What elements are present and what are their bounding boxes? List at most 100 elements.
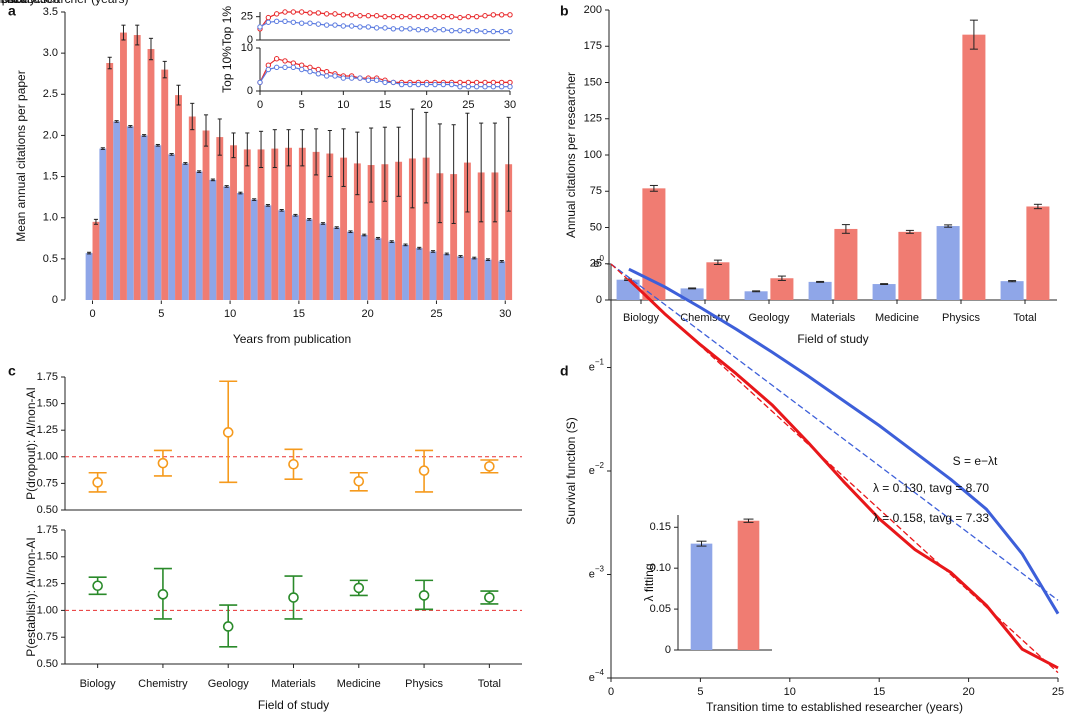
bar bbox=[250, 199, 258, 300]
error-bar bbox=[485, 258, 491, 262]
error-bar bbox=[252, 198, 257, 201]
x-axis-label: Transition time to established researche… bbox=[706, 700, 963, 714]
y-tick-label: 2.0 bbox=[43, 129, 58, 141]
error-bar bbox=[410, 108, 415, 209]
marker bbox=[382, 25, 388, 31]
error-bar bbox=[944, 224, 953, 228]
y-tick-label: 2.5 bbox=[43, 88, 58, 100]
bar bbox=[470, 258, 478, 300]
error-bar bbox=[752, 290, 761, 293]
bar bbox=[312, 151, 320, 300]
panel-label: c bbox=[8, 363, 16, 379]
marker bbox=[323, 11, 330, 17]
marker bbox=[273, 64, 280, 71]
bar bbox=[85, 253, 93, 300]
bar bbox=[415, 248, 423, 300]
bar bbox=[408, 158, 416, 300]
marker bbox=[298, 62, 305, 68]
tick-exponent: 0 bbox=[600, 254, 605, 263]
marker bbox=[490, 12, 497, 18]
marker bbox=[307, 10, 313, 16]
marker bbox=[407, 13, 413, 20]
annotation: λ = 0.130, tavg = 8.70 bbox=[873, 481, 989, 495]
y-axis-label: P(establish): AI/non-AI bbox=[24, 537, 38, 656]
y-tick-label: 0.05 bbox=[650, 603, 671, 615]
bar bbox=[271, 148, 279, 300]
tick-exponent: −4 bbox=[595, 668, 605, 677]
x-tick-label: 25 bbox=[1052, 686, 1064, 698]
bar bbox=[484, 259, 492, 300]
marker bbox=[290, 19, 297, 25]
x-tick-label: 10 bbox=[784, 686, 796, 698]
marker bbox=[265, 14, 272, 21]
x-axis-label: Years from publication bbox=[233, 332, 351, 346]
marker bbox=[407, 26, 413, 32]
y-tick-label: 1.50 bbox=[37, 398, 58, 410]
error-bar bbox=[87, 251, 92, 255]
marker bbox=[440, 81, 447, 88]
error-bar bbox=[293, 213, 298, 217]
bar bbox=[216, 137, 224, 300]
marker bbox=[498, 79, 505, 86]
bar bbox=[436, 173, 444, 300]
marker bbox=[315, 71, 322, 77]
marker bbox=[457, 84, 463, 90]
bar bbox=[236, 193, 244, 300]
point bbox=[353, 582, 365, 594]
x-tick-label: Total bbox=[478, 678, 501, 690]
y-tick-label: 25 bbox=[241, 11, 253, 23]
bar bbox=[360, 234, 368, 300]
marker bbox=[282, 18, 288, 25]
y-tick-label: 1.0 bbox=[43, 212, 58, 224]
error-bar bbox=[444, 252, 449, 256]
y-tick-label: 200 bbox=[584, 4, 602, 16]
bar bbox=[347, 231, 354, 300]
y-tick-label: 1.75 bbox=[37, 371, 58, 383]
bar bbox=[133, 35, 141, 300]
bar bbox=[319, 223, 327, 300]
y-axis-label: Top 10% bbox=[220, 46, 234, 93]
marker bbox=[315, 66, 322, 73]
bar bbox=[1026, 206, 1050, 300]
error-bar bbox=[382, 126, 387, 202]
error-bar bbox=[314, 128, 319, 176]
marker bbox=[465, 84, 472, 90]
marker bbox=[482, 13, 488, 19]
error-bar bbox=[396, 126, 401, 197]
y-tick-label: 0 bbox=[52, 294, 58, 306]
error-bar bbox=[479, 122, 484, 223]
marker bbox=[465, 13, 472, 20]
marker bbox=[440, 27, 447, 33]
bar bbox=[737, 520, 760, 650]
y-tick-label: 1.50 bbox=[37, 551, 58, 563]
error-bar bbox=[327, 129, 332, 178]
marker bbox=[332, 11, 338, 17]
marker bbox=[282, 58, 288, 64]
bar bbox=[92, 221, 100, 300]
marker bbox=[282, 64, 288, 71]
marker bbox=[282, 9, 288, 15]
bar bbox=[223, 186, 231, 300]
x-tick-label: 15 bbox=[379, 99, 391, 111]
x-tick-label: Biology bbox=[80, 678, 117, 690]
error-bar bbox=[100, 147, 105, 150]
error-bar bbox=[649, 184, 658, 192]
x-tick-label: 20 bbox=[362, 308, 374, 320]
y-tick-label: 0 bbox=[247, 85, 253, 97]
marker bbox=[323, 22, 330, 28]
marker bbox=[448, 13, 455, 20]
bar bbox=[181, 163, 189, 300]
marker bbox=[332, 22, 338, 28]
error-bar bbox=[905, 229, 914, 234]
tick-base: e bbox=[593, 258, 599, 270]
bar bbox=[264, 205, 272, 300]
marker bbox=[457, 14, 463, 21]
bar bbox=[744, 291, 768, 300]
bar bbox=[808, 281, 832, 300]
y-axis-label: Top 1% bbox=[220, 6, 234, 46]
x-tick-label: 30 bbox=[504, 99, 516, 111]
tick-exponent: −3 bbox=[595, 565, 605, 574]
marker bbox=[265, 66, 272, 73]
marker bbox=[290, 64, 297, 71]
